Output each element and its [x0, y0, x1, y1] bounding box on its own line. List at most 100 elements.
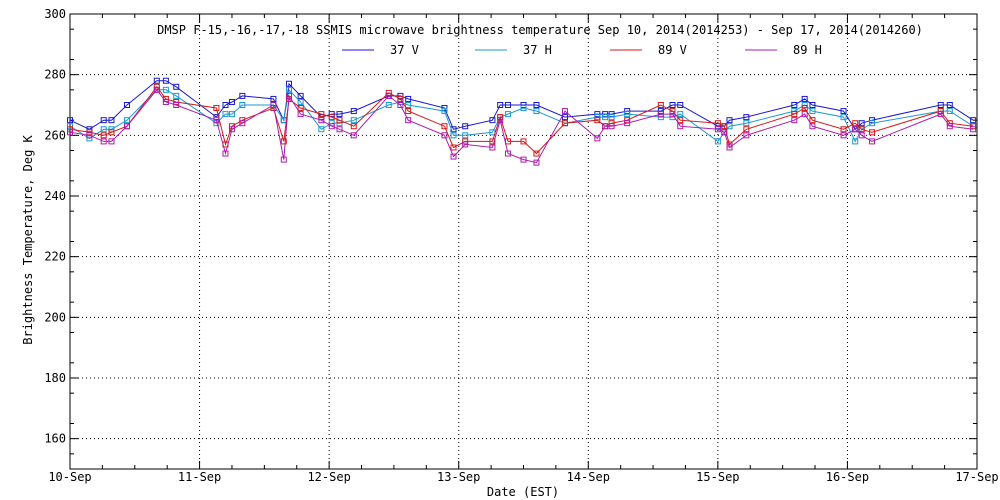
- data-point: [489, 144, 496, 151]
- y-tick-label: 160: [44, 432, 66, 446]
- data-point: [561, 114, 568, 121]
- axis-ticks: 160 180 200 220 240 260 280 300 10-Sep 11-Sep 12-S…: [44, 7, 998, 484]
- data-point: [504, 150, 511, 157]
- data-point: [561, 120, 568, 127]
- y-tick-label: 180: [44, 371, 66, 385]
- data-point: [657, 108, 664, 115]
- data-point: [840, 114, 847, 121]
- data-point: [153, 86, 160, 93]
- data-point: [173, 92, 180, 99]
- data-point: [239, 120, 246, 127]
- data-series: [67, 77, 977, 166]
- data-point: [743, 126, 750, 133]
- legend-label: 37 V: [390, 43, 419, 57]
- data-point: [869, 117, 876, 124]
- data-point: [462, 123, 469, 130]
- data-point: [657, 102, 664, 108]
- data-point: [336, 111, 343, 118]
- data-point: [602, 114, 609, 121]
- data-point: [520, 156, 527, 163]
- data-point: [937, 111, 944, 118]
- data-point: [533, 159, 540, 166]
- data-point: [222, 102, 229, 108]
- data-point: [405, 102, 412, 108]
- data-point: [350, 132, 357, 139]
- x-tick-label: 11-Sep: [178, 470, 221, 484]
- data-point: [228, 126, 235, 133]
- x-tick-label: 10-Sep: [48, 470, 91, 484]
- data-point: [405, 117, 412, 124]
- data-point: [173, 98, 180, 105]
- data-point: [677, 111, 684, 118]
- y-tick-label: 280: [44, 68, 66, 82]
- series-line: [69, 85, 974, 155]
- data-point: [809, 102, 816, 108]
- data-point: [504, 102, 511, 108]
- data-point: [86, 135, 93, 142]
- data-point: [67, 126, 73, 133]
- plot-frame: [69, 13, 978, 470]
- x-tick-label: 12-Sep: [307, 470, 350, 484]
- data-point: [318, 111, 325, 118]
- data-point: [280, 156, 287, 163]
- data-point: [297, 92, 304, 99]
- data-point: [533, 108, 540, 115]
- data-point: [239, 102, 246, 108]
- data-point: [743, 114, 750, 121]
- data-point: [677, 117, 684, 124]
- data-point: [450, 144, 457, 151]
- series-37-v: [67, 77, 977, 133]
- data-point: [385, 92, 392, 99]
- data-point: [852, 126, 859, 133]
- data-point: [489, 138, 496, 145]
- y-tick-label: 240: [44, 189, 66, 203]
- data-point: [318, 117, 325, 124]
- data-point: [489, 117, 496, 124]
- data-point: [336, 126, 343, 133]
- x-tick-label: 16-Sep: [826, 470, 869, 484]
- data-point: [852, 120, 859, 127]
- data-point: [108, 126, 115, 133]
- data-point: [714, 138, 721, 145]
- data-point: [441, 105, 448, 112]
- data-point: [441, 108, 448, 115]
- data-point: [743, 120, 750, 127]
- data-point: [869, 120, 876, 127]
- data-point: [213, 105, 220, 112]
- data-point: [594, 117, 601, 124]
- data-point: [677, 123, 684, 130]
- x-tick-label: 15-Sep: [696, 470, 739, 484]
- data-point: [801, 105, 808, 112]
- data-point: [67, 123, 73, 130]
- data-point: [162, 77, 169, 84]
- data-point: [791, 117, 798, 124]
- data-point: [801, 111, 808, 118]
- data-point: [657, 114, 664, 121]
- data-point: [669, 111, 676, 118]
- data-point: [840, 126, 847, 133]
- data-point: [594, 114, 601, 121]
- data-point: [791, 102, 798, 108]
- data-point: [441, 132, 448, 139]
- data-point: [67, 117, 73, 124]
- y-tick-label: 300: [44, 7, 66, 21]
- data-point: [970, 117, 977, 124]
- data-point: [86, 132, 93, 139]
- data-point: [405, 108, 412, 115]
- data-point: [350, 108, 357, 115]
- series-89-v: [67, 83, 977, 157]
- data-point: [946, 108, 953, 115]
- data-point: [504, 111, 511, 118]
- data-point: [385, 102, 392, 108]
- data-point: [297, 98, 304, 105]
- data-point: [946, 123, 953, 130]
- data-point: [937, 102, 944, 108]
- series-89-h: [67, 86, 977, 166]
- data-point: [608, 123, 615, 130]
- data-point: [285, 92, 292, 99]
- data-point: [228, 123, 235, 130]
- y-tick-label: 220: [44, 250, 66, 264]
- data-point: [840, 132, 847, 139]
- data-point: [397, 95, 404, 102]
